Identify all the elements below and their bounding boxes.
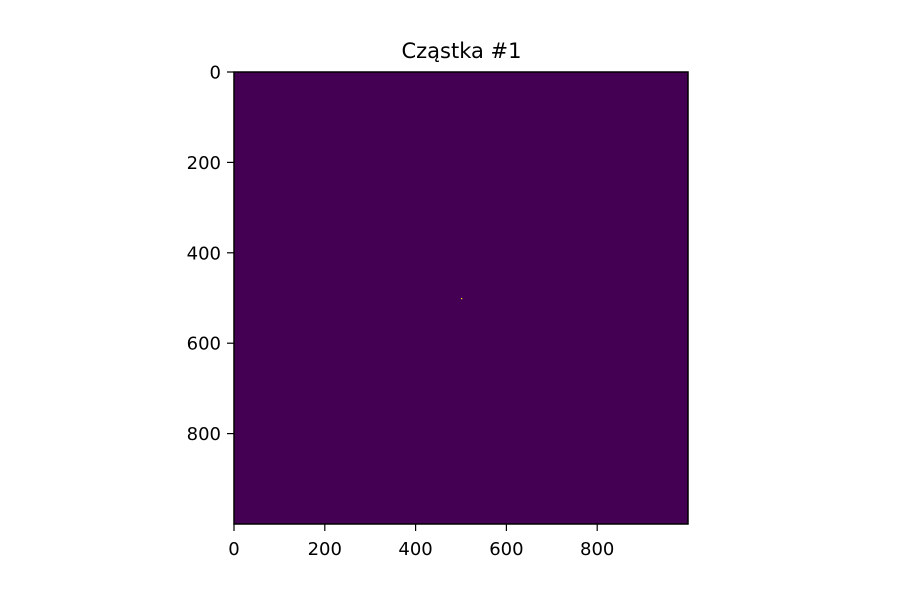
y-axis: 0 200 400 600 800 <box>187 63 234 445</box>
x-axis: 0 200 400 600 800 <box>228 524 614 560</box>
plot-area <box>233 71 689 525</box>
y-tick-label-0: 0 <box>210 63 221 84</box>
hot-pixel-layer <box>461 298 463 300</box>
chart-title: Cząstka #1 <box>401 39 521 63</box>
x-tick-label-3: 600 <box>489 539 523 560</box>
x-tick-label-1: 200 <box>308 539 342 560</box>
plot-frame <box>233 71 689 525</box>
y-tick-label-3: 600 <box>187 334 221 355</box>
x-tick-label-2: 400 <box>398 539 432 560</box>
y-tick-label-2: 400 <box>187 243 221 264</box>
x-tick-label-0: 0 <box>228 539 239 560</box>
y-tick-label-1: 200 <box>187 153 221 174</box>
hot-pixel-1 <box>461 298 463 300</box>
x-tick-label-4: 800 <box>580 539 614 560</box>
y-tick-label-4: 800 <box>187 424 221 445</box>
